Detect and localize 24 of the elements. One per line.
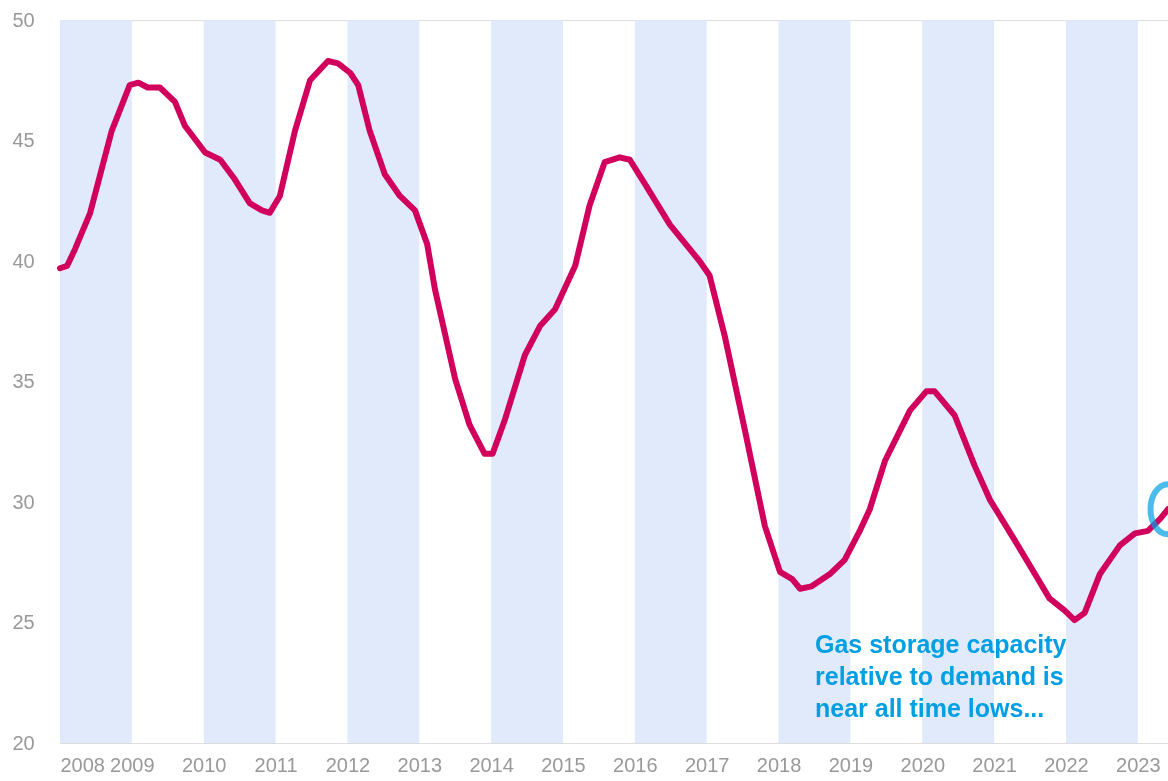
x-tick-label: 2009: [110, 753, 155, 776]
x-tick-label: 2008: [60, 753, 105, 776]
x-tick-label: 2011: [254, 753, 298, 776]
y-tick-label: 20: [12, 731, 35, 754]
x-tick-label: 2013: [397, 753, 443, 776]
x-tick-label: 2010: [181, 753, 227, 776]
x-tick-label: 2014: [469, 753, 514, 776]
x-tick-label: 2019: [828, 753, 874, 776]
y-tick-label: 30: [12, 490, 35, 513]
x-tick-label: 2023: [1116, 753, 1161, 776]
x-tick-label: 2015: [541, 753, 586, 776]
x-tick-label: 2021: [972, 753, 1017, 776]
y-tick-label: 40: [12, 249, 35, 272]
x-tick-label: 2022: [1044, 753, 1089, 776]
y-tick-label: 50: [12, 8, 35, 31]
y-tick-label: 45: [12, 129, 35, 151]
y-tick-label: 25: [12, 611, 35, 633]
x-tick-label: 2016: [613, 753, 658, 776]
annotation: Gas storage capacity relative to demand is near all time lows...: [815, 630, 1067, 722]
x-tick-label: 2018: [756, 753, 802, 776]
x-tick-label: 2012: [325, 753, 371, 776]
x-tick-label: 2017: [684, 753, 730, 776]
x-tick-label: 2020: [900, 753, 946, 776]
y-tick-label: 35: [12, 370, 35, 392]
